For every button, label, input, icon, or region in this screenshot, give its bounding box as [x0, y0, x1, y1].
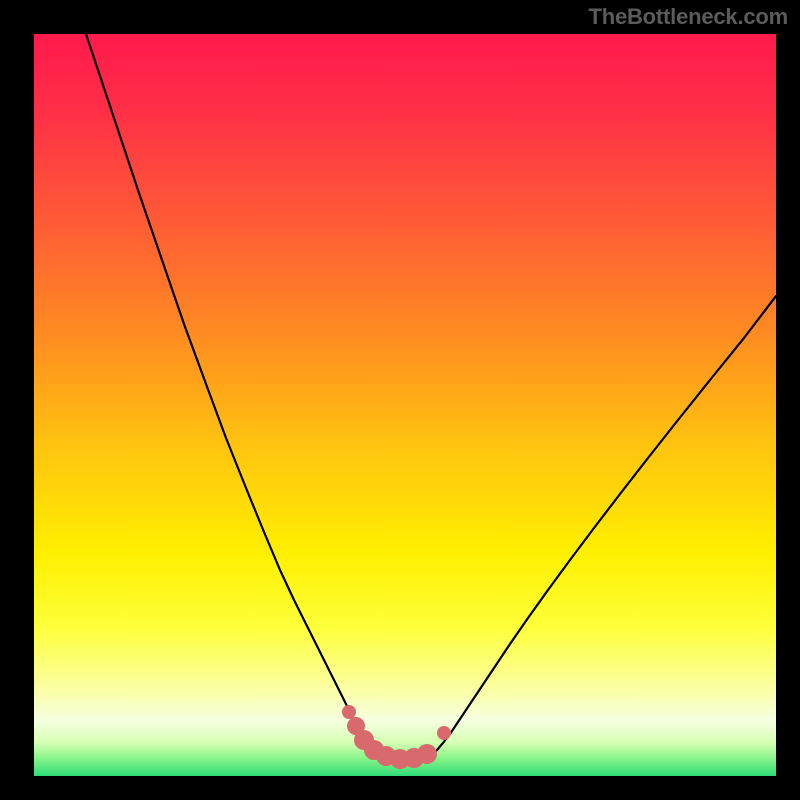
plot-area — [34, 34, 776, 776]
data-marker — [417, 744, 437, 764]
gradient-background — [34, 34, 776, 776]
watermark-text: TheBottleneck.com — [588, 4, 788, 30]
chart-container: { "watermark": { "text": "TheBottleneck.… — [0, 0, 800, 800]
data-marker — [437, 726, 451, 740]
